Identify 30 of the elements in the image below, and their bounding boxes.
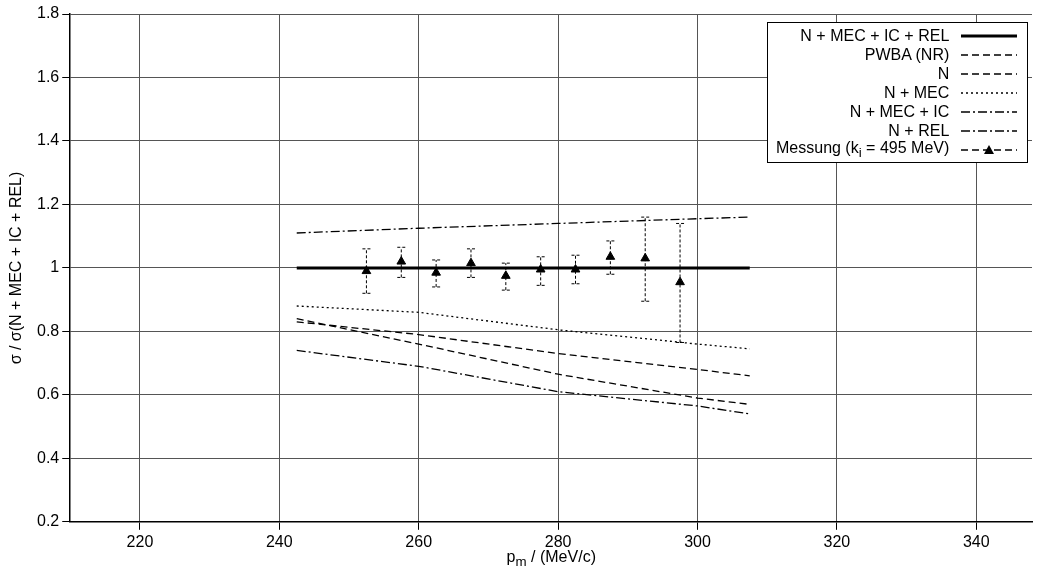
point bbox=[605, 251, 616, 260]
x-tick-label: 260 bbox=[405, 532, 433, 550]
y-tick-label: 1.4 bbox=[36, 131, 60, 149]
y-tick-label: 1 bbox=[50, 258, 60, 276]
x-tick-label: 340 bbox=[962, 532, 990, 550]
line-series bbox=[296, 349, 751, 415]
y-tick-label: 0.8 bbox=[36, 321, 60, 339]
y-tick-label: 0.2 bbox=[36, 512, 60, 530]
x-tick-label: 280 bbox=[544, 532, 572, 550]
y-axis-title: σ / σ(N + MEC + IC + REL) bbox=[6, 171, 25, 365]
legend-label: N bbox=[937, 64, 950, 83]
legend-label: N + MEC + IC + REL bbox=[800, 26, 950, 45]
x-tick-label: 240 bbox=[265, 532, 293, 550]
y-tick-label: 0.6 bbox=[36, 385, 60, 403]
legend-label: N + REL bbox=[888, 121, 950, 140]
y-tick-label: 1.2 bbox=[36, 194, 60, 212]
x-tick-label: 220 bbox=[126, 532, 154, 550]
point bbox=[500, 270, 511, 279]
x-tick-label: 300 bbox=[684, 532, 711, 550]
legend-label: Messung (k$_{i}$ = 495 MeV) bbox=[776, 138, 950, 161]
y-tick-label: 1.6 bbox=[36, 67, 60, 85]
point bbox=[396, 256, 407, 265]
legend-label: N + MEC + IC bbox=[849, 102, 950, 121]
y-tick-label: 1.8 bbox=[36, 4, 60, 22]
point bbox=[640, 252, 651, 262]
legend-label: PWBA (NR) bbox=[864, 45, 950, 64]
x-tick-label: 320 bbox=[823, 532, 851, 550]
x-axis-title: p$_{m}$ / (MeV/c) bbox=[506, 547, 596, 569]
legend-label: N + MEC bbox=[883, 83, 950, 102]
y-tick-label: 0.4 bbox=[36, 448, 60, 466]
